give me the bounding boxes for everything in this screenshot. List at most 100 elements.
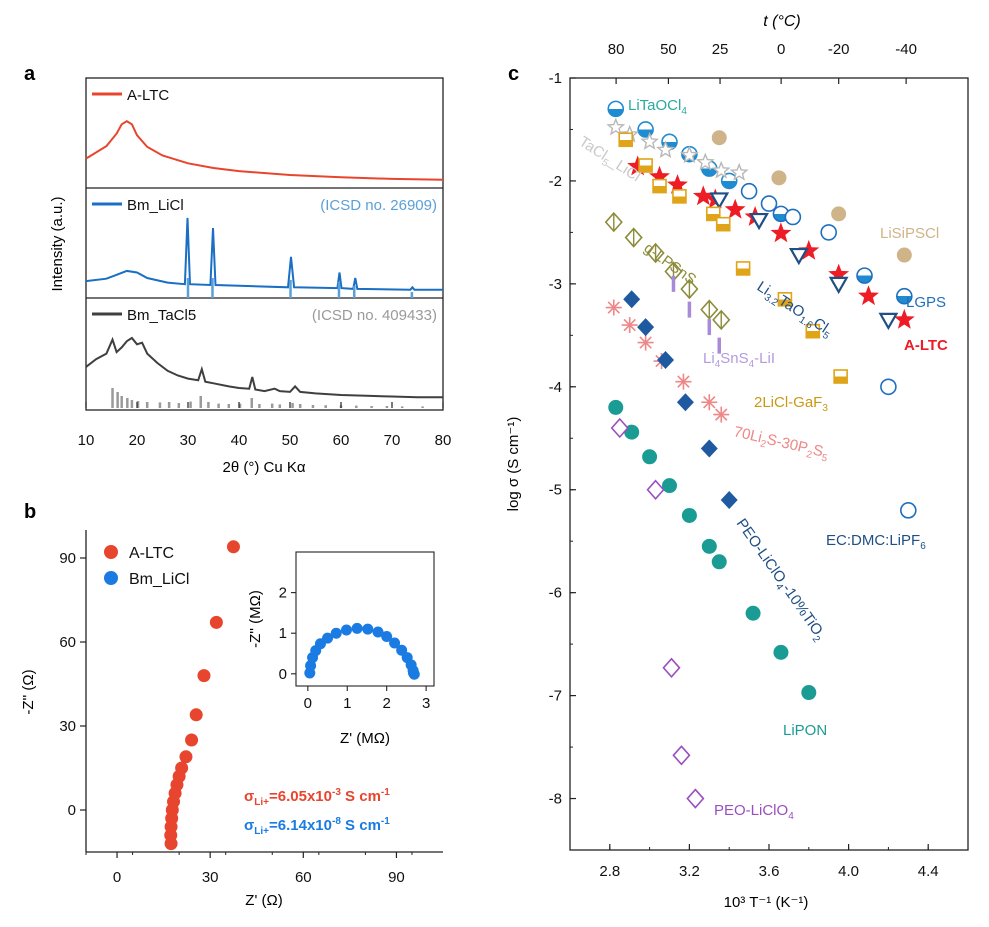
conductivity-annotation-a-ltc: σLi+=6.05x10-3 S cm-1 (244, 787, 390, 808)
x-tick-label: 60 (295, 869, 312, 886)
x-tick-label: 80 (435, 432, 452, 449)
inset-data-point-bm-licl (330, 627, 342, 639)
data-point-peo-liclo4 (646, 479, 665, 500)
data-point-li3-2tao1-6cl5 (878, 312, 899, 331)
top-tick-label: -20 (828, 41, 850, 58)
data-point-70li2s-30p2s5 (607, 301, 621, 314)
x-tick-label: 0 (113, 869, 121, 886)
data-point-peo-liclo4-10-tio2 (623, 290, 641, 309)
top-tick-label: 25 (712, 41, 729, 58)
reference-label-bm-licl: (ICSD no. 26909) (320, 197, 437, 214)
x-tick-label: 20 (129, 432, 146, 449)
x-tick-label: 4.0 (838, 863, 859, 880)
inset-data-point-bm-licl (408, 668, 420, 680)
top-tick-label: -40 (895, 41, 917, 58)
data-point-peo-liclo4-10-tio2 (676, 393, 694, 412)
data-point-a-ltc (175, 761, 189, 775)
data-point-lisipscl (771, 170, 787, 186)
series-label-g-lpsns: g-LPSnS (641, 239, 700, 288)
series-label-li32tao16cl5: Li3.2TaO1.6Cl5 (752, 278, 836, 342)
data-point-tacl5-licl (679, 145, 699, 164)
top-tick-label: 0 (777, 41, 785, 58)
inset-data-point-bm-licl (362, 623, 374, 635)
panel-c-ylabel: log σ (S cm⁻¹) (505, 417, 522, 512)
inset-ylabel: -Z'' (MΩ) (247, 590, 264, 648)
panel-a-ylabel: Intensity (a.u.) (49, 196, 66, 291)
data-point-tacl5-licl (606, 117, 626, 136)
panel-a-label: a (24, 63, 36, 85)
inset-xlabel: Z' (MΩ) (340, 730, 390, 747)
data-point-tacl5-licl (711, 160, 731, 179)
data-point-ec-dmc-lipf6 (760, 195, 778, 212)
x-tick-label: 90 (388, 869, 405, 886)
trace-bm-licl (85, 217, 443, 291)
x-tick-label: 10 (78, 432, 95, 449)
panel-b-plot (164, 540, 240, 851)
data-point-lipon (773, 644, 789, 660)
y-tick-label: 90 (59, 550, 76, 567)
panel-c: c 2.8 3.2 3.6 4.0 4.4 -8 -7 -6 -5 -4 -3 -2 -1 80 50 25 0… (505, 13, 969, 911)
y-tick-label: 60 (59, 634, 76, 651)
data-point-a-ltc (667, 174, 688, 194)
series-label-litaocl4: LiTaOCl4 (628, 97, 687, 117)
inset-data-point-bm-licl (322, 632, 334, 644)
reference-label-bm-tacl5: (ICSD no. 409433) (312, 307, 437, 324)
data-point-lipon (608, 399, 624, 415)
inset-data-point-bm-licl (351, 622, 363, 634)
inset-y-tick-label: 1 (279, 625, 287, 642)
top-tick-label: 50 (660, 41, 677, 58)
y-tick-label: -1 (549, 70, 562, 87)
series-peo-liclo4-10-tio2 (623, 290, 738, 510)
data-point-ec-dmc-lipf6 (820, 224, 838, 241)
data-point-lipon (681, 507, 697, 523)
data-point-2licl-gaf3 (777, 292, 793, 307)
panel-a-ticks: 10 20 30 40 50 60 70 80 (78, 402, 452, 449)
series-li4sns4-lii (671, 275, 721, 354)
series-li3-2tao1-6cl5 (709, 192, 899, 331)
panel-a-xlabel: 2θ (°) Cu Kα (222, 459, 305, 476)
x-tick-label: 2.8 (599, 863, 620, 880)
series-label-a-ltc: A-LTC (904, 337, 948, 354)
data-point-lipon (801, 685, 817, 701)
data-point-a-ltc (197, 669, 211, 683)
data-point-peo-liclo4 (672, 745, 691, 766)
data-point-a-ltc (179, 750, 193, 764)
data-point-peo-liclo4 (662, 657, 681, 679)
data-point-ec-dmc-lipf6 (740, 182, 758, 200)
series-label-lgps: LGPS (906, 294, 946, 311)
panel-b-xlabel: Z' (Ω) (245, 892, 282, 909)
series-lipon (608, 399, 817, 701)
x-tick-label: 60 (333, 432, 350, 449)
series-label-peo-liclo4: PEO-LiClO4 (714, 802, 794, 822)
data-point-2licl-gaf3 (652, 178, 667, 194)
data-point-ec-dmc-lipf6 (899, 502, 917, 519)
panel-c-top-xlabel: t (°C) (763, 13, 801, 30)
legend-label-bm-licl: Bm_LiCl (129, 571, 189, 588)
data-point-a-ltc (893, 308, 915, 329)
data-point-a-ltc (692, 185, 714, 206)
series-g-lpsns (604, 211, 731, 331)
legend-marker-a-ltc (104, 545, 118, 559)
trace-a-ltc (85, 120, 444, 181)
panel-a-plot: A-LTC Bm_LiCl (ICSD no. 26909) Bm_TaCl5 (ICS… (85, 87, 444, 408)
data-point-lisipscl (831, 206, 847, 222)
x-tick-label: 30 (202, 869, 219, 886)
y-tick-label: -5 (549, 482, 562, 499)
data-point-peo-liclo4 (610, 417, 629, 439)
x-tick-label: 3.6 (759, 863, 780, 880)
x-tick-label: 50 (282, 432, 299, 449)
y-tick-label: 30 (59, 718, 76, 735)
series-label-peo-liclo4-tio2: PEO-LiClO4-10%TiO2 (730, 516, 829, 646)
data-point-70li2s-30p2s5 (677, 375, 690, 388)
series-lisipscl (711, 130, 912, 263)
data-point-lipon (745, 605, 761, 621)
data-point-a-ltc (226, 540, 240, 554)
series-label-lisipscl: LiSiPSCl (880, 225, 939, 242)
legend-label-a-ltc: A-LTC (129, 545, 174, 562)
series-label-lipon: LiPON (783, 722, 827, 739)
data-point-peo-liclo4 (686, 788, 705, 809)
series-label-li4sns4-lii: Li4SnS4-LiI (703, 350, 775, 370)
data-point-lipon (711, 554, 727, 570)
data-point-lisipscl (711, 130, 727, 146)
